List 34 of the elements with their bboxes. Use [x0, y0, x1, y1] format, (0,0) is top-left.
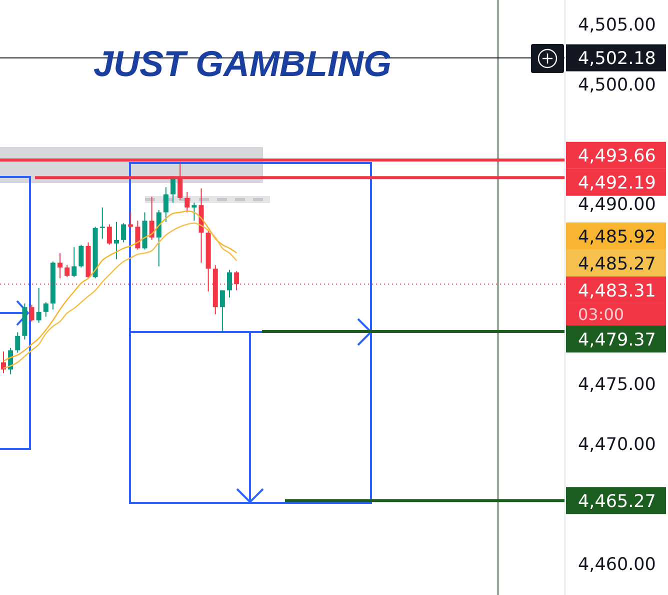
text: 4,485.92	[578, 227, 656, 248]
candlestick	[149, 196, 154, 240]
y-tick-label: 4,490.00	[578, 195, 656, 216]
candlestick	[106, 224, 112, 246]
ref-line-label: 4,479.37	[578, 330, 656, 350]
candlestick	[43, 302, 48, 318]
candlestick	[121, 222, 126, 243]
ref-line-label: 4,483.31	[578, 281, 656, 302]
y-tick-label: 4,500.00	[578, 75, 656, 96]
candlestick	[29, 304, 34, 322]
ref-line-label: 4,492.19	[578, 174, 656, 194]
y-tick-label: 4,505.00	[578, 15, 656, 36]
candlestick	[78, 244, 84, 268]
text: 4,485.27	[578, 254, 656, 274]
ref-line-label: 4,493.66	[578, 146, 656, 167]
candlestick	[227, 269, 232, 298]
candlestick	[15, 332, 20, 354]
candlestick	[58, 252, 62, 279]
candlestick	[163, 186, 168, 222]
y-tick-label: 4,460.00	[578, 555, 656, 576]
y-tick-label: 4,470.00	[578, 435, 656, 456]
y-tick-label: 4,475.00	[578, 375, 656, 396]
candlestick	[100, 207, 105, 240]
text: 03:00	[578, 305, 624, 324]
ref-line-label: 4,465.27	[578, 492, 656, 512]
candlestick	[192, 202, 197, 222]
candlestick	[114, 221, 119, 260]
candlestick	[135, 220, 140, 250]
candlestick	[36, 287, 42, 324]
candlestick	[64, 264, 70, 278]
candlestick	[72, 246, 77, 278]
candlestick	[184, 191, 190, 213]
candlestick	[220, 290, 225, 332]
ref-line-label: 4,502.18	[578, 49, 656, 70]
